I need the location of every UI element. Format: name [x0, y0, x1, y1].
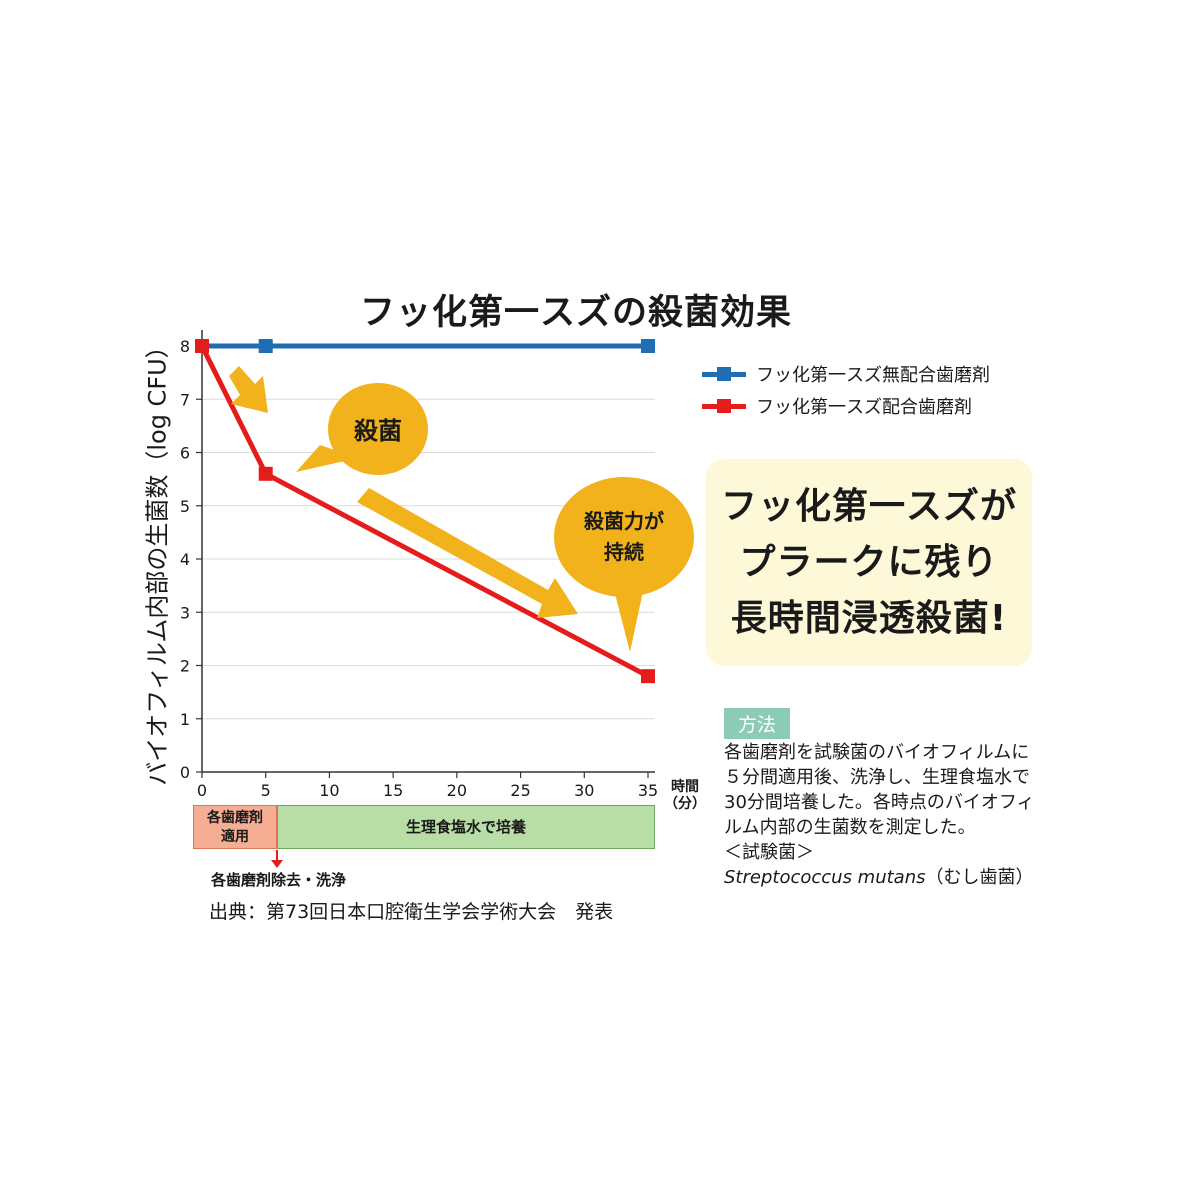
y-axis-label: バイオフィルム内部の生菌数（log CFU）: [143, 334, 172, 786]
x-tick-label-0: 0: [197, 781, 207, 800]
arrow-shape-long: [357, 488, 578, 618]
x-tick-label-20: 20: [447, 781, 467, 800]
data-point-0-2: [641, 339, 655, 353]
callout-line-3: 長時間浸透殺菌!: [730, 597, 1008, 639]
bubble-sustain-line-2: 持続: [604, 540, 644, 564]
y-tick-label-6: 6: [180, 444, 190, 463]
bubble-tail-sustain: [612, 582, 645, 652]
timeline-culture-bar: 生理食塩水で培養: [277, 805, 655, 849]
legend-label-without-sn: フッ化第一スズ無配合歯磨剤: [756, 365, 990, 386]
timeline-apply-bar: 各歯磨剤 適用: [193, 805, 277, 849]
data-point-1-1: [258, 466, 273, 481]
source-note: 出典：第73回日本口腔衛生学会学術大会 発表: [209, 901, 614, 923]
x-tick-label-30: 30: [574, 781, 594, 800]
data-point-0-1: [258, 339, 273, 353]
method-line-4: ルム内部の生菌数を測定した。: [724, 817, 976, 838]
species-name: Streptococcus mutans: [724, 867, 926, 888]
data-point-1-0: [195, 339, 209, 353]
y-tick-label-0: 0: [180, 763, 190, 782]
x-axis-unit: 時間 （分）: [664, 779, 706, 813]
chart-title: フッ化第一スズの殺菌効果: [360, 293, 793, 333]
legend-swatch-red: [702, 398, 746, 413]
y-tick-label-1: 1: [180, 710, 190, 729]
timeline-apply-line-1: 各歯磨剤: [207, 810, 263, 826]
legend-swatch-blue: [702, 366, 746, 381]
callout-line-1: フッ化第一スズが: [720, 485, 1017, 527]
method-species-line: Streptococcus mutans（むし歯菌）: [724, 865, 1064, 890]
y-tick-label-2: 2: [180, 657, 190, 676]
legend-label-with-sn: フッ化第一スズ配合歯磨剤: [756, 397, 972, 418]
method-tag: 方法: [724, 708, 791, 739]
bubble-sustain: [554, 477, 694, 597]
timeline-remove-label: 各歯磨剤除去・洗浄: [211, 871, 347, 889]
bubble-kill: [328, 383, 428, 475]
callout-box: フッ化第一スズが プラークに残り 長時間浸透殺菌!: [706, 459, 1032, 666]
bubble-tail-kill: [296, 445, 358, 472]
x-tick-label-15: 15: [383, 781, 403, 800]
species-note: （むし歯菌）: [925, 867, 1034, 888]
y-tick-label-8: 8: [180, 337, 190, 356]
bubble-sustain-line-1: 殺菌力が: [583, 509, 664, 533]
y-tick-label-4: 4: [180, 550, 190, 569]
method-text: 各歯磨剤を試験菌のバイオフィルムに ５分間適用後、洗浄し、生理食塩水で 30分間…: [724, 740, 1064, 890]
x-tick-label-25: 25: [510, 781, 530, 800]
remove-arrow-head: [271, 860, 283, 868]
y-tick-label-5: 5: [180, 497, 190, 516]
arrow-shape-short: [229, 366, 268, 413]
x-axis-unit-line1: 時間: [671, 779, 699, 795]
method-line-1: 各歯磨剤を試験菌のバイオフィルムに: [724, 742, 1030, 763]
data-point-1-2: [641, 669, 655, 684]
method-line-2: ５分間適用後、洗浄し、生理食塩水で: [724, 767, 1030, 788]
method-line-5: ＜試験菌＞: [724, 842, 814, 863]
legend: フッ化第一スズ無配合歯磨剤 フッ化第一スズ配合歯磨剤: [702, 358, 990, 422]
timeline-apply-line-2: 適用: [221, 829, 249, 845]
callout-line-2: プラークに残り: [739, 541, 999, 583]
y-tick-label-7: 7: [180, 390, 190, 409]
x-tick-label-10: 10: [319, 781, 339, 800]
legend-item-with-sn: フッ化第一スズ配合歯磨剤: [702, 390, 990, 422]
x-tick-label-5: 5: [261, 781, 271, 800]
method-line-3: 30分間培養した。各時点のバイオフィ: [724, 792, 1035, 813]
legend-item-without-sn: フッ化第一スズ無配合歯磨剤: [702, 358, 990, 390]
y-tick-label-3: 3: [180, 603, 190, 622]
x-tick-label-35: 35: [638, 781, 658, 800]
bubble-kill-label: 殺菌: [354, 417, 402, 445]
x-axis-unit-line2: （分）: [664, 796, 706, 812]
